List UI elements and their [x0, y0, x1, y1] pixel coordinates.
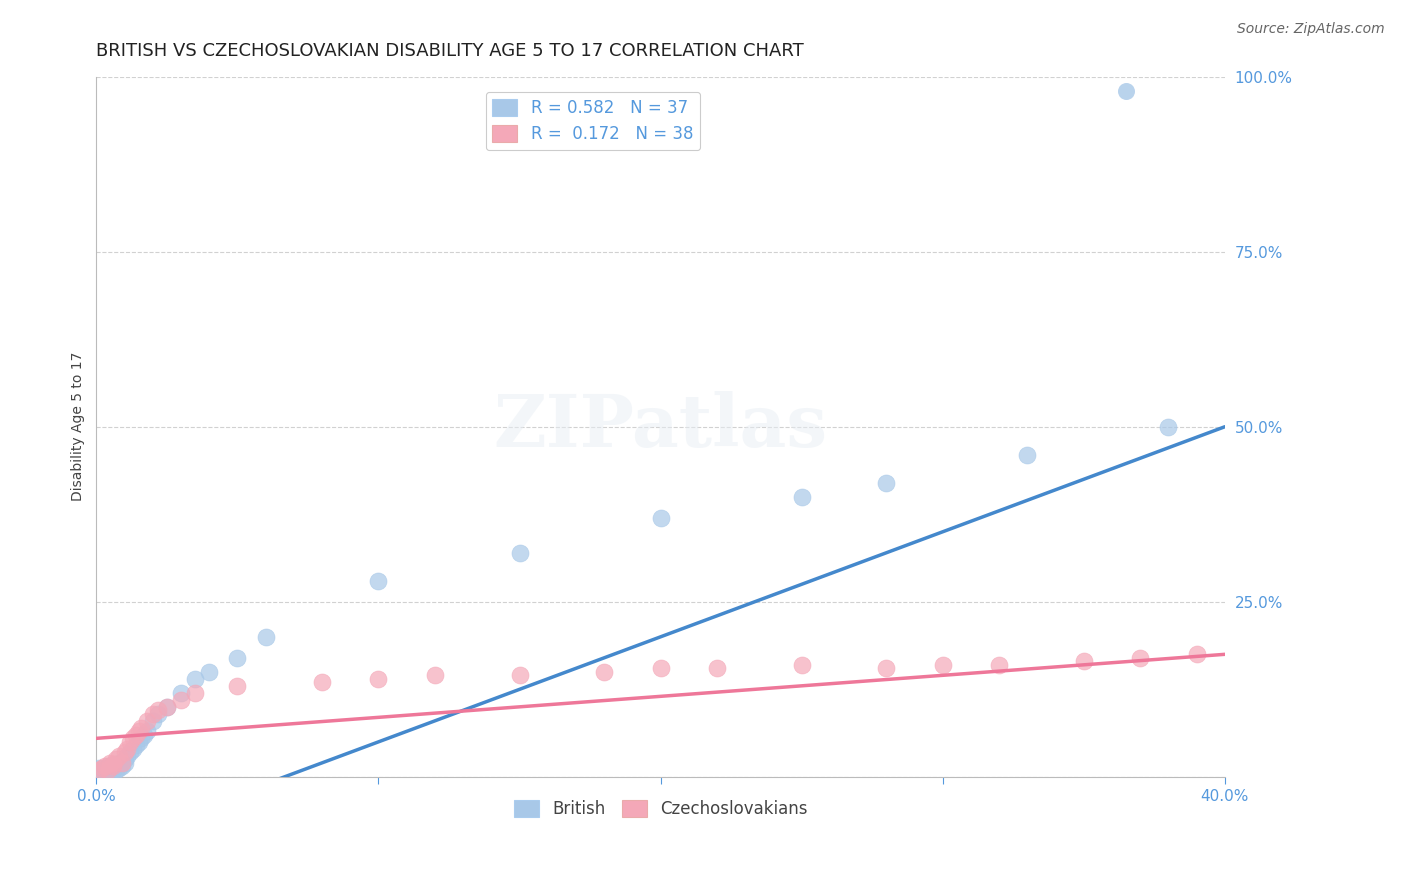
British [156, 699, 179, 714]
Czechoslovakians [148, 703, 170, 717]
Czechoslovakians [94, 759, 117, 773]
Czechoslovakians [103, 757, 125, 772]
British [117, 748, 139, 763]
Czechoslovakians [142, 706, 165, 721]
Czechoslovakians [875, 661, 897, 675]
British [122, 742, 145, 756]
Czechoslovakians [423, 668, 446, 682]
Czechoslovakians [108, 748, 131, 763]
Czechoslovakians [131, 721, 153, 735]
British [509, 546, 531, 560]
Czechoslovakians [593, 665, 616, 679]
Text: BRITISH VS CZECHOSLOVAKIAN DISABILITY AGE 5 TO 17 CORRELATION CHART: BRITISH VS CZECHOSLOVAKIAN DISABILITY AG… [97, 42, 804, 60]
British [105, 763, 128, 777]
British [91, 763, 114, 777]
British [128, 735, 150, 749]
Czechoslovakians [114, 745, 136, 759]
British [131, 731, 153, 746]
Czechoslovakians [1185, 648, 1208, 662]
British [94, 764, 117, 779]
Czechoslovakians [122, 731, 145, 746]
Czechoslovakians [184, 686, 207, 700]
British [254, 630, 277, 644]
Czechoslovakians [136, 714, 159, 728]
British [136, 724, 159, 739]
Czechoslovakians [105, 752, 128, 766]
Czechoslovakians [1073, 654, 1095, 668]
Czechoslovakians [103, 759, 125, 773]
Czechoslovakians [509, 668, 531, 682]
Czechoslovakians [128, 724, 150, 739]
Czechoslovakians [89, 763, 111, 777]
British [226, 650, 249, 665]
British [875, 475, 897, 490]
Text: ZIPatlas: ZIPatlas [494, 392, 828, 462]
Czechoslovakians [790, 657, 813, 672]
Czechoslovakians [97, 763, 120, 777]
Czechoslovakians [91, 762, 114, 776]
British [170, 686, 193, 700]
British [148, 706, 170, 721]
British [198, 665, 221, 679]
British [97, 759, 120, 773]
Legend: British, Czechoslovakians: British, Czechoslovakians [508, 793, 814, 824]
Czechoslovakians [706, 661, 728, 675]
Czechoslovakians [111, 756, 134, 770]
Czechoslovakians [100, 756, 122, 770]
Czechoslovakians [120, 735, 142, 749]
Czechoslovakians [226, 679, 249, 693]
British [108, 756, 131, 770]
Y-axis label: Disability Age 5 to 17: Disability Age 5 to 17 [72, 352, 86, 501]
Czechoslovakians [932, 657, 955, 672]
British [650, 510, 672, 524]
British [125, 739, 148, 753]
Czechoslovakians [170, 693, 193, 707]
British [103, 759, 125, 773]
British [120, 745, 142, 759]
Czechoslovakians [988, 657, 1011, 672]
Czechoslovakians [117, 742, 139, 756]
Point [1115, 84, 1137, 98]
Czechoslovakians [650, 661, 672, 675]
British [367, 574, 389, 588]
Czechoslovakians [1129, 650, 1152, 665]
Czechoslovakians [156, 699, 179, 714]
Czechoslovakians [311, 675, 333, 690]
British [114, 752, 136, 766]
British [142, 714, 165, 728]
British [790, 490, 813, 504]
British [105, 757, 128, 772]
British [184, 672, 207, 686]
British [103, 763, 125, 777]
Text: Source: ZipAtlas.com: Source: ZipAtlas.com [1237, 22, 1385, 37]
British [114, 756, 136, 770]
Czechoslovakians [125, 728, 148, 742]
British [108, 762, 131, 776]
British [1017, 448, 1039, 462]
Czechoslovakians [367, 672, 389, 686]
British [111, 759, 134, 773]
British [134, 728, 156, 742]
British [100, 762, 122, 776]
British [1157, 419, 1180, 434]
British [89, 762, 111, 776]
